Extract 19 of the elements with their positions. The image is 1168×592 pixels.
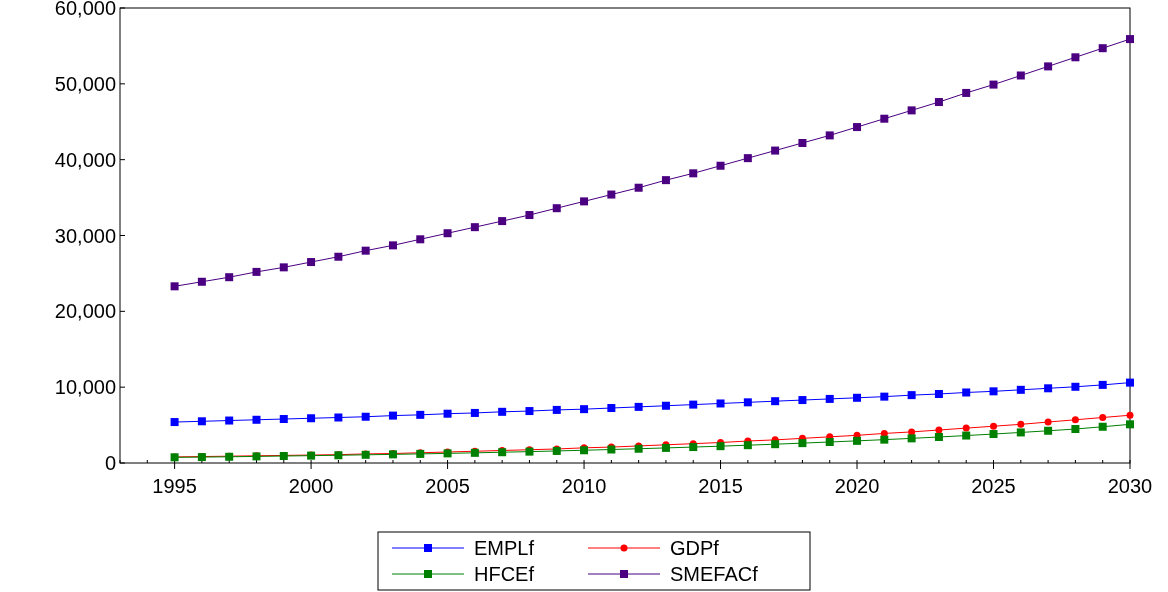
legend-label: HFCEf [474, 563, 535, 585]
y-tick-label: 40,000 [54, 148, 116, 171]
x-tick-label: 2015 [698, 475, 743, 497]
legend-label: GDPf [670, 537, 720, 559]
legend-label: EMPLf [474, 537, 535, 559]
y-tick-label: 0 [104, 452, 116, 474]
y-tick-label: 10,000 [54, 376, 116, 399]
y-tick-label: 30,000 [54, 224, 116, 247]
y-tick-label: 50,000 [54, 72, 116, 95]
x-tick-label: 2020 [834, 475, 880, 497]
x-tick-label: 2025 [971, 475, 1016, 497]
x-tick-label: 2000 [288, 475, 334, 497]
x-tick-label: 2005 [425, 475, 470, 497]
y-tick-label: 20,000 [54, 300, 116, 323]
legend-label: SMEFACf [670, 563, 759, 585]
y-tick-label: 60,000 [54, 0, 116, 19]
x-tick-label: 1995 [152, 475, 197, 497]
x-tick-label: 2010 [561, 475, 607, 497]
x-tick-label: 2030 [1107, 475, 1153, 497]
